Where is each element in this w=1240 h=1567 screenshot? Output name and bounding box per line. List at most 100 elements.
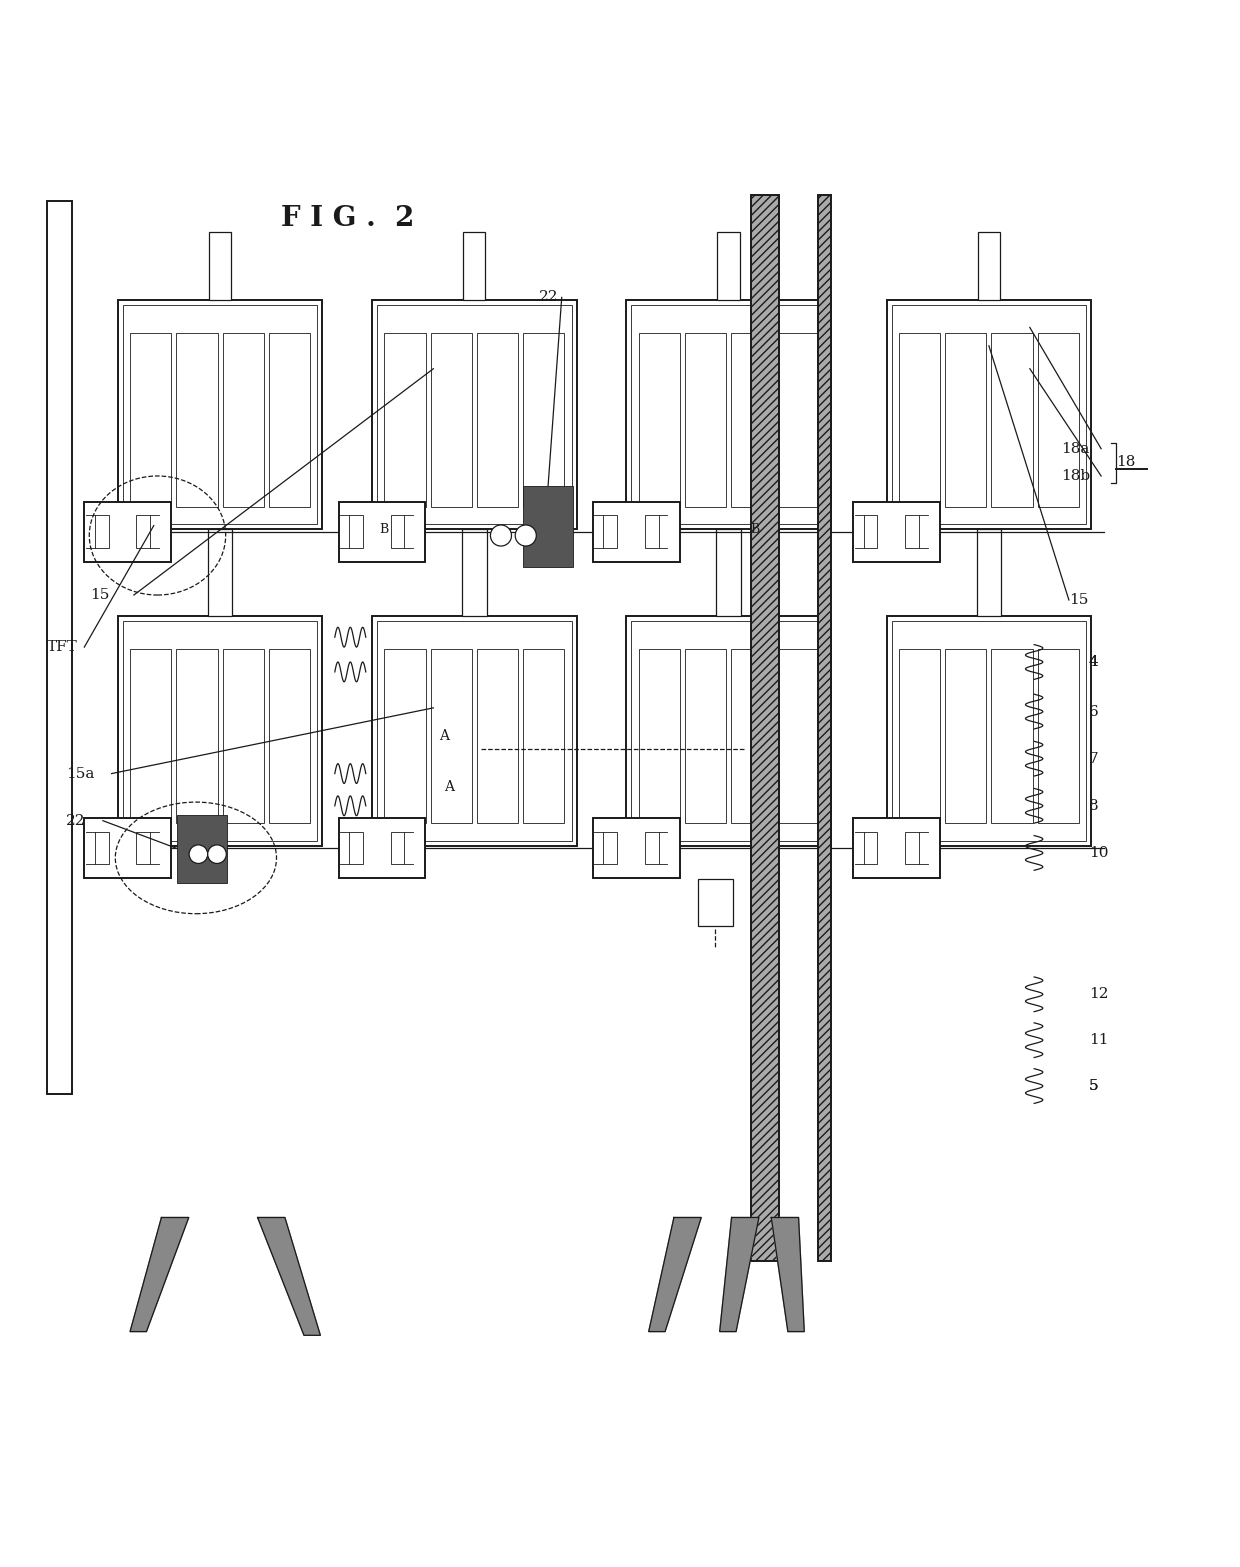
Bar: [684, 332, 727, 508]
Bar: [130, 649, 171, 823]
Text: 15a: 15a: [66, 766, 94, 780]
Bar: [892, 621, 1086, 840]
Bar: [977, 530, 1002, 616]
Bar: [269, 332, 310, 508]
Bar: [603, 516, 618, 548]
Bar: [593, 501, 680, 561]
Bar: [384, 332, 425, 508]
Polygon shape: [130, 1218, 188, 1332]
Bar: [461, 530, 486, 616]
Bar: [384, 649, 425, 823]
Bar: [339, 818, 425, 878]
Text: B: B: [750, 523, 760, 536]
Bar: [464, 232, 486, 299]
Bar: [717, 232, 739, 299]
Bar: [777, 649, 818, 823]
Circle shape: [516, 525, 536, 545]
Circle shape: [188, 845, 208, 863]
Bar: [887, 299, 1091, 530]
Bar: [1038, 332, 1079, 508]
Bar: [684, 649, 727, 823]
Bar: [863, 832, 878, 865]
Bar: [603, 832, 618, 865]
Bar: [391, 832, 404, 865]
Bar: [377, 621, 572, 840]
Bar: [631, 621, 826, 840]
Circle shape: [491, 525, 512, 545]
Text: 4: 4: [1089, 655, 1099, 669]
Bar: [476, 332, 518, 508]
Bar: [223, 649, 264, 823]
Bar: [377, 306, 572, 525]
Circle shape: [207, 845, 226, 863]
Bar: [339, 501, 425, 561]
Bar: [645, 516, 658, 548]
Bar: [118, 616, 322, 846]
Bar: [372, 299, 577, 530]
Bar: [207, 530, 232, 616]
Text: 22: 22: [66, 813, 86, 827]
Bar: [853, 501, 940, 561]
Bar: [631, 306, 826, 525]
Text: 12: 12: [1089, 987, 1109, 1001]
Bar: [818, 194, 832, 1261]
Bar: [136, 832, 150, 865]
Bar: [645, 832, 658, 865]
Bar: [476, 649, 518, 823]
Bar: [84, 501, 171, 561]
Bar: [945, 649, 987, 823]
Bar: [348, 832, 363, 865]
Bar: [47, 201, 72, 1094]
Bar: [123, 621, 317, 840]
Text: A: A: [439, 729, 450, 743]
Bar: [208, 232, 231, 299]
Text: 5: 5: [1089, 1080, 1099, 1094]
Bar: [593, 818, 680, 878]
Bar: [863, 516, 878, 548]
Polygon shape: [649, 1218, 702, 1332]
Bar: [732, 649, 773, 823]
Bar: [430, 332, 472, 508]
Bar: [626, 299, 831, 530]
Bar: [1038, 649, 1079, 823]
Bar: [130, 332, 171, 508]
Text: 15: 15: [1069, 592, 1089, 606]
Bar: [992, 332, 1033, 508]
Polygon shape: [771, 1218, 805, 1332]
Bar: [992, 649, 1033, 823]
Bar: [887, 616, 1091, 846]
Text: 5: 5: [1089, 1080, 1099, 1094]
Bar: [430, 649, 472, 823]
Bar: [94, 516, 109, 548]
Bar: [639, 332, 680, 508]
Bar: [698, 879, 733, 926]
Text: B: B: [379, 523, 389, 536]
Text: F I G .  2: F I G . 2: [280, 205, 414, 232]
Bar: [348, 516, 363, 548]
Text: 22: 22: [539, 290, 559, 304]
Bar: [523, 649, 564, 823]
Text: TFT: TFT: [47, 639, 78, 653]
Text: 10: 10: [1089, 846, 1109, 860]
Bar: [123, 306, 317, 525]
Bar: [223, 332, 264, 508]
Text: 15: 15: [91, 588, 110, 602]
Polygon shape: [258, 1218, 320, 1335]
Bar: [523, 332, 564, 508]
Bar: [977, 232, 999, 299]
Bar: [94, 832, 109, 865]
Bar: [136, 516, 150, 548]
Bar: [777, 332, 818, 508]
Bar: [626, 616, 831, 846]
Bar: [639, 649, 680, 823]
Text: 7: 7: [1089, 752, 1099, 766]
Bar: [717, 530, 742, 616]
Bar: [892, 306, 1086, 525]
Bar: [905, 832, 919, 865]
Bar: [177, 815, 227, 882]
Bar: [372, 616, 577, 846]
Text: A: A: [444, 780, 455, 794]
Bar: [899, 332, 940, 508]
Bar: [899, 649, 940, 823]
Text: 18b: 18b: [1061, 469, 1090, 483]
